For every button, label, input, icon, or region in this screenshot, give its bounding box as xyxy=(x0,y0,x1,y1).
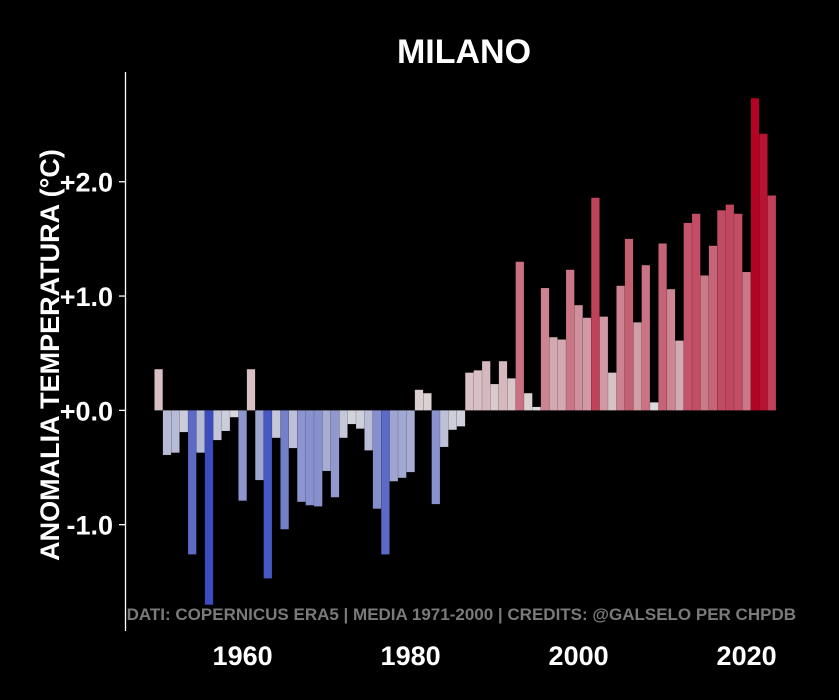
bar-2018 xyxy=(725,204,734,411)
bar-1982 xyxy=(423,393,432,411)
y-tick-label: +1.0 xyxy=(60,282,113,312)
bar-1956 xyxy=(204,410,214,605)
x-tick-label: 2000 xyxy=(549,641,609,671)
bar-1984 xyxy=(440,410,449,447)
bar-2019 xyxy=(734,213,743,411)
bar-1992 xyxy=(507,378,516,411)
bar-1968 xyxy=(305,410,314,506)
bar-1987 xyxy=(465,372,474,411)
bar-2006 xyxy=(624,238,634,411)
y-tick-label: +2.0 xyxy=(60,168,113,198)
bar-2004 xyxy=(608,372,617,411)
bar-1996 xyxy=(540,288,550,411)
bar-1977 xyxy=(381,410,390,555)
bar-1970 xyxy=(322,410,331,471)
bar-2022 xyxy=(759,133,768,411)
bar-2008 xyxy=(641,265,650,411)
bar-1990 xyxy=(490,384,499,411)
bar-1993 xyxy=(515,261,524,411)
bar-1998 xyxy=(557,339,566,411)
bar-1974 xyxy=(356,410,365,429)
bar-1985 xyxy=(448,410,457,430)
bar-2001 xyxy=(582,317,592,411)
bar-2007 xyxy=(633,322,642,411)
bar-1973 xyxy=(347,410,356,425)
bar-1957 xyxy=(213,410,222,441)
bar-2023 xyxy=(767,195,776,411)
bar-1964 xyxy=(272,410,281,438)
x-axis-ticks: 1960 1980 2000 2020 xyxy=(213,641,777,671)
bar-1981 xyxy=(414,389,424,411)
bar-2015 xyxy=(700,275,709,411)
bar-1997 xyxy=(549,337,558,411)
bar-2009 xyxy=(650,402,659,411)
bar-2014 xyxy=(692,213,701,411)
bar-2020 xyxy=(742,272,751,411)
bar-2000 xyxy=(574,305,583,411)
bar-1980 xyxy=(406,410,415,473)
bar-1963 xyxy=(263,410,272,579)
bar-2017 xyxy=(717,210,726,411)
bar-1967 xyxy=(297,410,306,502)
bar-1954 xyxy=(188,410,197,555)
bar-1953 xyxy=(179,410,188,433)
bar-1979 xyxy=(398,410,407,478)
bar-1971 xyxy=(330,410,340,498)
bar-1999 xyxy=(566,269,575,411)
bar-1965 xyxy=(280,410,289,530)
bar-1959 xyxy=(230,410,239,418)
y-tick-label: -1.0 xyxy=(66,511,113,541)
bar-1995 xyxy=(532,406,541,411)
y-tick-label: +0.0 xyxy=(60,396,113,426)
data-credit: DATI: COPERNICUS ERA5 | MEDIA 1971-2000 … xyxy=(127,605,796,624)
bar-2003 xyxy=(599,316,608,411)
bar-1978 xyxy=(389,410,398,482)
bar-1969 xyxy=(314,410,323,507)
bars-group xyxy=(154,98,776,605)
bar-2005 xyxy=(616,285,625,411)
bar-2011 xyxy=(666,289,676,411)
bar-1961 xyxy=(246,369,256,411)
x-tick-label: 2020 xyxy=(717,641,777,671)
bar-1960 xyxy=(238,410,247,501)
bar-1986 xyxy=(456,410,466,427)
bar-1958 xyxy=(221,410,230,431)
y-axis-label: ANOMALIA TEMPERATURA (°C) xyxy=(35,149,65,561)
x-tick-label: 1980 xyxy=(381,641,441,671)
bar-1955 xyxy=(196,410,205,453)
bar-1972 xyxy=(339,410,348,438)
bar-1951 xyxy=(162,410,172,455)
bar-1962 xyxy=(255,410,264,481)
bar-1994 xyxy=(524,393,533,411)
bar-1966 xyxy=(288,410,298,449)
bar-2010 xyxy=(658,243,667,411)
chart-title: MILANO xyxy=(397,33,531,71)
bar-1950 xyxy=(154,369,163,411)
bar-2016 xyxy=(708,245,718,411)
bar-1989 xyxy=(482,361,491,411)
bar-1988 xyxy=(473,370,482,411)
bar-1976 xyxy=(372,410,382,509)
bar-1952 xyxy=(171,410,180,453)
bar-1983 xyxy=(431,410,440,505)
bar-2013 xyxy=(683,222,692,411)
bar-1975 xyxy=(364,410,373,451)
bar-2021 xyxy=(750,98,760,411)
bar-1991 xyxy=(498,361,508,411)
bar-2002 xyxy=(591,197,600,411)
y-axis-ticks: -1.0 +0.0 +1.0 +2.0 xyxy=(60,168,125,541)
x-tick-label: 1960 xyxy=(213,641,273,671)
bar-2012 xyxy=(675,340,684,411)
